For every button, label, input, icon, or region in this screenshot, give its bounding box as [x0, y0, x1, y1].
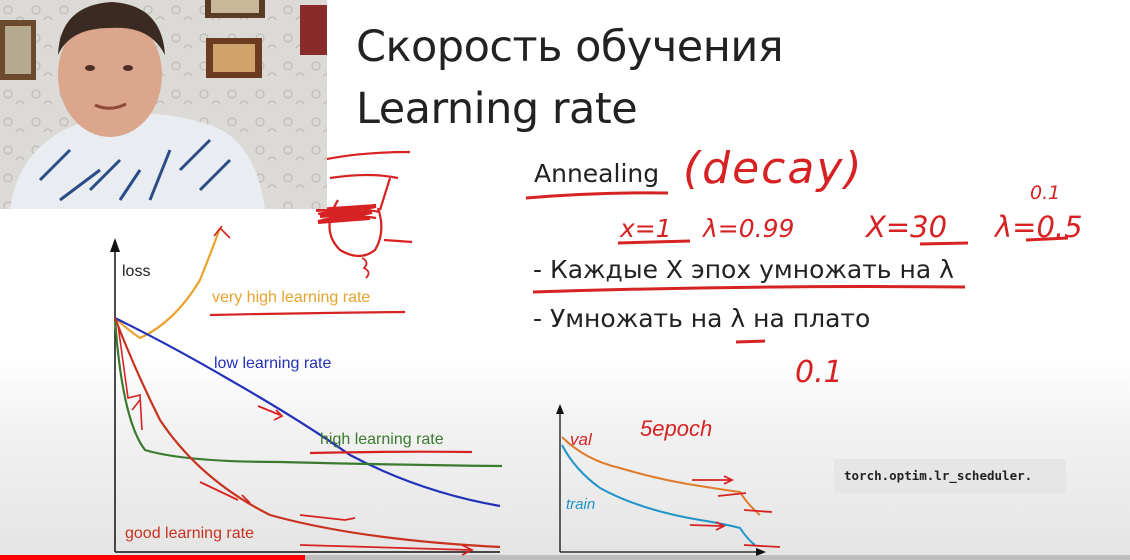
person-shirt	[10, 113, 265, 209]
video-progress-track[interactable]	[0, 555, 1130, 560]
train-label: train	[566, 496, 595, 513]
handwritten-x-eq-1: x=1	[620, 214, 672, 243]
sketch-scribble	[315, 204, 377, 224]
train-curve	[561, 444, 756, 546]
picture-frame-4	[300, 5, 327, 55]
chart-arrow-1	[257, 405, 284, 421]
video-progress-fill	[0, 555, 306, 560]
person-hair	[58, 2, 165, 55]
good-lr-curve	[113, 317, 501, 549]
chart-arrow-2	[199, 481, 356, 521]
lambda-underline	[1025, 236, 1069, 242]
high-lr-label: high learning rate	[320, 431, 444, 448]
handwritten-lambda-099: λ=0.99	[703, 214, 795, 243]
person-face	[58, 13, 162, 137]
annealing-label: Annealing	[534, 159, 660, 188]
very-high-lr-underline	[209, 310, 406, 317]
low-lr-label: low learning rate	[214, 355, 332, 372]
handwritten-lambda-01: 0.1	[1030, 182, 1061, 204]
y-axis-label: loss	[122, 263, 150, 280]
high-lr-underline	[309, 450, 473, 455]
very-high-lr-curve	[114, 227, 222, 340]
low-lr-curve	[114, 317, 501, 508]
chart-arrow-3	[299, 544, 475, 556]
chart-scribble-steps	[117, 324, 143, 431]
epoch-label: 5epoch	[640, 416, 712, 441]
small-x-axis-arrow	[756, 548, 766, 556]
x1-underline	[617, 239, 691, 245]
bullet-plateau: - Умножать на λ на плато	[533, 304, 871, 333]
webcam-overlay	[0, 0, 327, 209]
good-lr-label: good learning rate	[125, 525, 254, 542]
slide-title-russian: Скорость обучения	[356, 22, 784, 72]
slide-title-english: Learning rate	[356, 84, 638, 134]
bullet-every-x-epochs: - Каждые X эпох умножать на λ	[533, 255, 954, 284]
code-snippet: torch.optim.lr_scheduler.	[834, 459, 1066, 493]
y-axis-arrow	[110, 238, 120, 252]
high-lr-curve	[113, 317, 503, 468]
handwritten-x-eq-30: X=30	[866, 210, 948, 244]
val-label: val	[570, 430, 593, 449]
sketch-squiggle	[361, 257, 370, 279]
very-high-lr-label: very high learning rate	[212, 289, 370, 306]
lambda-bullet2-underline	[735, 339, 766, 344]
val-curve	[561, 436, 761, 516]
small-chart-marks	[689, 475, 781, 548]
bullet1-underline	[532, 285, 966, 294]
x30-underline	[919, 241, 969, 246]
handwritten-value-01: 0.1	[795, 355, 843, 390]
webcam-image	[0, 0, 327, 209]
very-high-lr-arrow	[213, 225, 231, 239]
handwritten-decay: (decay)	[683, 143, 864, 194]
small-y-axis-arrow	[556, 404, 564, 414]
annealing-underline	[525, 191, 669, 200]
